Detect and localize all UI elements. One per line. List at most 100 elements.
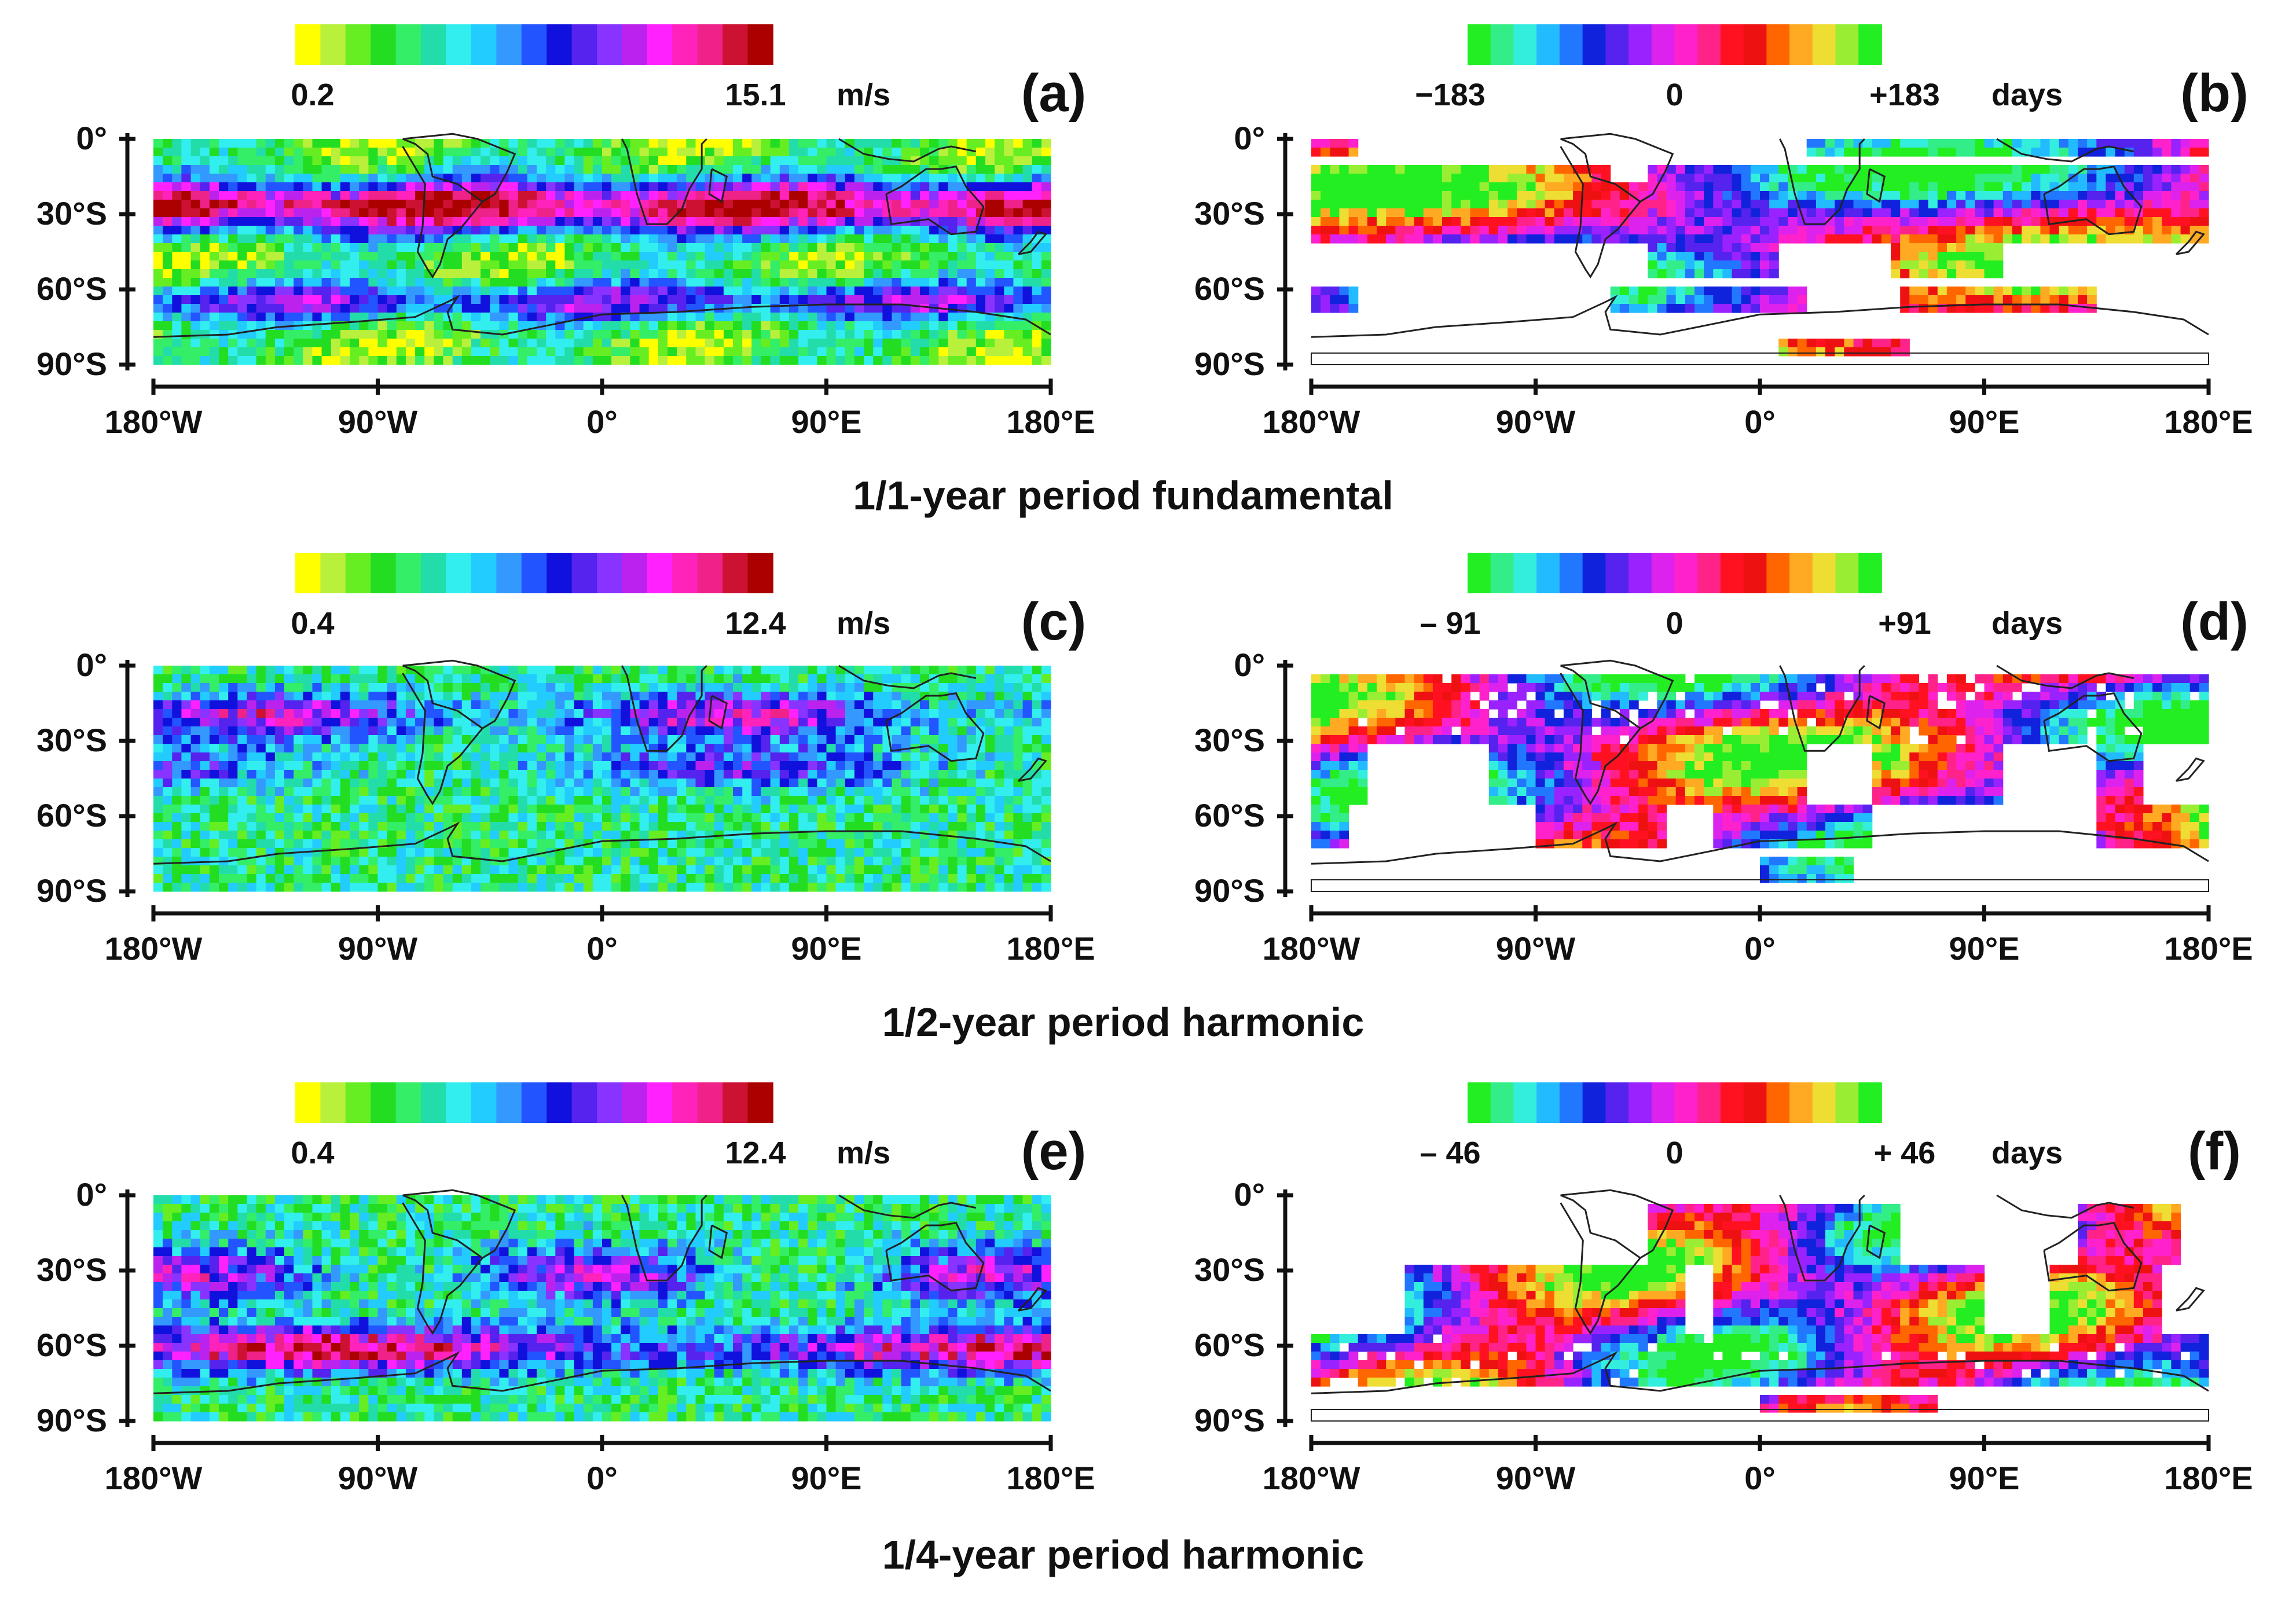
heatmap-cell — [1330, 295, 1340, 304]
heatmap-cell — [648, 191, 659, 200]
heatmap-cell — [808, 148, 817, 157]
heatmap-cell — [1508, 165, 1517, 174]
heatmap-cell — [219, 744, 229, 753]
heatmap-cell — [172, 165, 182, 174]
heatmap-cell — [1937, 200, 1947, 209]
heatmap-cell — [677, 234, 687, 244]
heatmap-cell — [396, 295, 406, 304]
heatmap-cell — [854, 234, 864, 244]
heatmap-cell — [163, 156, 173, 166]
heatmap-cell — [1404, 200, 1415, 209]
heatmap-cell — [284, 313, 294, 322]
heatmap-cell — [1508, 226, 1517, 235]
heatmap-cell — [1881, 339, 1891, 348]
colorbar-swatch — [320, 24, 346, 65]
heatmap-cell — [938, 321, 948, 331]
heatmap-cell — [247, 165, 257, 174]
heatmap-cell — [163, 182, 173, 192]
heatmap-cell — [995, 692, 1004, 701]
colorbar-swatch — [1536, 24, 1560, 65]
heatmap-cell — [209, 761, 219, 770]
heatmap-cell — [274, 726, 285, 736]
heatmap-cell — [592, 278, 603, 287]
heatmap-cell — [1891, 234, 1901, 244]
heatmap-cell — [602, 269, 612, 278]
heatmap-cell — [602, 234, 612, 244]
heatmap-cell — [209, 726, 219, 736]
heatmap-cell — [1741, 165, 1751, 174]
heatmap-cell — [583, 287, 593, 296]
heatmap-cell — [938, 182, 948, 192]
heatmap-cell — [405, 243, 416, 252]
heatmap-cell — [1648, 243, 1657, 252]
heatmap-cell — [583, 674, 593, 684]
heatmap-cell — [854, 718, 864, 727]
heatmap-cell — [630, 295, 640, 304]
heatmap-cell — [331, 165, 341, 174]
heatmap-cell — [1414, 182, 1424, 192]
heatmap-cell — [461, 304, 472, 313]
heatmap-cell — [1872, 139, 1882, 148]
heatmap-cell — [621, 718, 630, 727]
heatmap-cell — [788, 287, 799, 296]
heatmap-cell — [471, 243, 481, 252]
heatmap-cell — [368, 156, 379, 166]
heatmap-cell — [490, 165, 500, 174]
heatmap-cell — [377, 200, 388, 209]
heatmap-cell — [966, 700, 977, 710]
heatmap-cell — [667, 148, 677, 157]
heatmap-cell — [1535, 234, 1546, 244]
heatmap-cell — [546, 260, 556, 270]
heatmap-cell — [910, 347, 920, 357]
heatmap-cell — [742, 148, 752, 157]
heatmap-cell — [677, 718, 687, 727]
heatmap-cell — [518, 278, 528, 287]
heatmap-cell — [873, 683, 883, 692]
heatmap-cell — [2180, 217, 2191, 226]
heatmap-cell — [948, 674, 958, 684]
heatmap-cell — [788, 700, 799, 710]
heatmap-cell — [639, 269, 650, 278]
heatmap-cell — [929, 269, 939, 278]
heatmap-cell — [602, 287, 612, 296]
heatmap-cell — [873, 692, 883, 701]
heatmap-cell — [1032, 744, 1042, 753]
heatmap-cell — [761, 321, 771, 331]
heatmap-cell — [920, 252, 930, 261]
heatmap-cell — [172, 726, 182, 736]
heatmap-cell — [1965, 191, 1975, 200]
heatmap-cell — [443, 252, 453, 261]
heatmap-cell — [826, 234, 837, 244]
heatmap-cell — [312, 278, 322, 287]
heatmap-cell — [788, 339, 799, 348]
heatmap-cell — [1648, 234, 1657, 244]
heatmap-cell — [1013, 347, 1024, 357]
heatmap-cell — [2189, 148, 2200, 157]
heatmap-cell — [574, 287, 584, 296]
heatmap-cell — [901, 252, 911, 261]
heatmap-cell — [1508, 234, 1517, 244]
heatmap-cell — [331, 692, 341, 701]
heatmap-cell — [1022, 709, 1033, 718]
heatmap-cell — [368, 217, 379, 226]
heatmap-cell — [705, 330, 715, 339]
heatmap-cell — [228, 243, 238, 252]
heatmap-cell — [1984, 148, 1994, 157]
heatmap-cell — [1032, 217, 1042, 226]
heatmap-cell — [499, 321, 509, 331]
heatmap-cell — [518, 156, 528, 166]
heatmap-cell — [274, 156, 285, 166]
heatmap-cell — [350, 295, 360, 304]
heatmap-cell — [396, 182, 406, 192]
heatmap-cell — [1610, 200, 1620, 209]
heatmap-cell — [1928, 252, 1938, 261]
heatmap-cell — [284, 692, 294, 701]
heatmap-cell — [219, 191, 229, 200]
heatmap-cell — [1825, 182, 1835, 192]
heatmap-cell — [910, 709, 920, 718]
heatmap-cell — [219, 139, 229, 148]
heatmap-cell — [387, 260, 397, 270]
heatmap-cell — [798, 692, 808, 701]
heatmap-cell — [574, 269, 584, 278]
colorbar-swatch — [496, 24, 522, 65]
